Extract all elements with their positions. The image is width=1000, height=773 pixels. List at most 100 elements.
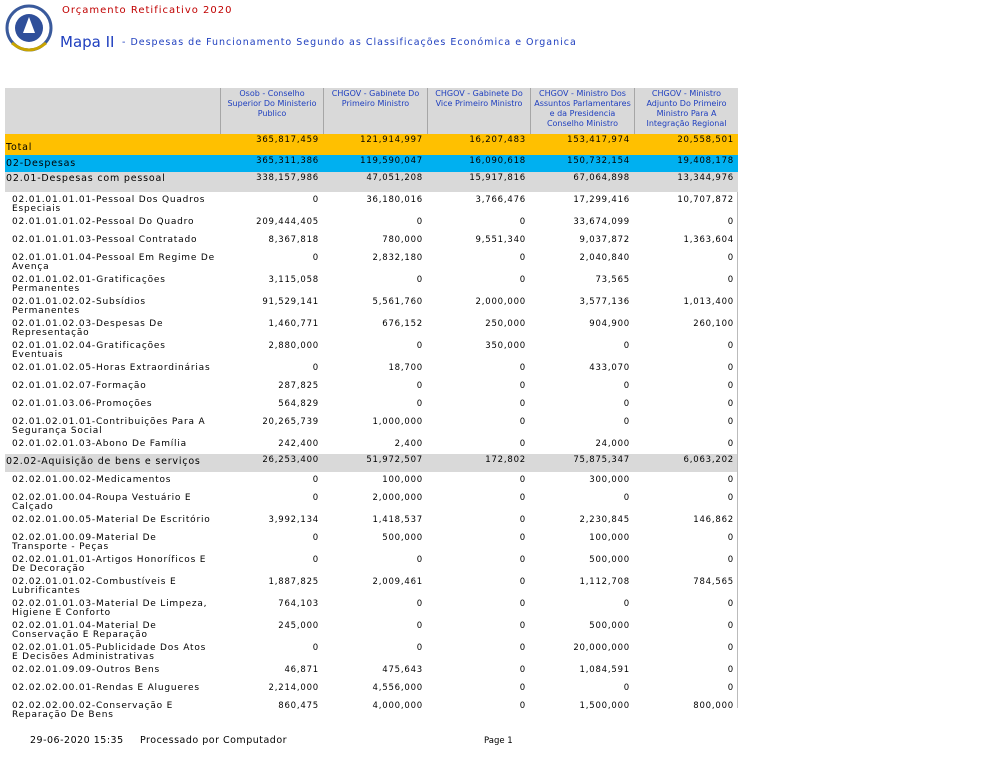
cell-value: 9,037,872 — [579, 235, 630, 245]
cell-value: 0 — [416, 399, 423, 409]
table-row: Total 365,817,459 121,914,997 16,207,483 153… — [5, 134, 738, 155]
cell-value: 13,344,976 — [677, 173, 734, 183]
row-label: 02.01.01.02.07-Formação — [12, 381, 147, 391]
cell-value: 904,900 — [589, 319, 630, 329]
table-row: 02.01.02.01.01-Contribuições Para A Segu… — [5, 414, 738, 436]
cell-value: 500,000 — [382, 533, 423, 543]
cell-value: 784,565 — [693, 577, 734, 587]
table-row: 02.02.01.01.04-Material De Conservação E… — [5, 618, 738, 640]
cell-value: 676,152 — [382, 319, 423, 329]
cell-value: 0 — [519, 555, 526, 565]
row-label: 02.01.01.02.02-Subsídios Permanentes — [12, 297, 146, 316]
cell-value: 365,311,386 — [256, 156, 319, 166]
date: 29-06-2020 15:35 — [30, 735, 124, 746]
column-header: Osob - Conselho Superior Do Ministerio P… — [220, 88, 323, 134]
column-header: CHGOV - Gabinete Do Vice Primeiro Minist… — [427, 88, 530, 134]
table-row: 02.01.01.03.06-Promoções 564,829 0 0 0 0 — [5, 396, 738, 414]
cell-value: 1,460,771 — [268, 319, 319, 329]
row-label: 02.02-Aquisição de bens e serviços — [6, 456, 201, 467]
cell-value: 2,000,000 — [372, 493, 423, 503]
cell-value: 172,802 — [485, 455, 526, 465]
row-label: 02.01.02.01.03-Abono De Família — [12, 439, 187, 449]
cell-value: 0 — [416, 599, 423, 609]
cell-value: 0 — [519, 665, 526, 675]
cell-value: 0 — [727, 341, 734, 351]
cell-value: 0 — [727, 399, 734, 409]
cell-value: 2,880,000 — [268, 341, 319, 351]
cell-value: 500,000 — [589, 555, 630, 565]
column-header: CHGOV - Ministro Adjunto Do Primeiro Min… — [634, 88, 738, 134]
row-label: 02.01.01.01.04-Pessoal Em Regime De Aven… — [12, 253, 215, 272]
cell-value: 1,013,400 — [683, 297, 734, 307]
cell-value: 1,000,000 — [372, 417, 423, 427]
cell-value: 0 — [312, 475, 319, 485]
table-row: 02.01.01.01.04-Pessoal Em Regime De Aven… — [5, 250, 738, 272]
row-label: 02.01.01.02.01-Gratificações Permanentes — [12, 275, 166, 294]
cell-value: 0 — [416, 381, 423, 391]
cell-value: 150,732,154 — [567, 156, 630, 166]
cell-value: 0 — [727, 475, 734, 485]
cell-value: 73,565 — [595, 275, 630, 285]
table-row: 02.02.01.00.02-Medicamentos 0 100,000 0 300,… — [5, 472, 738, 490]
cell-value: 20,558,501 — [677, 135, 734, 145]
table-row: 02.01.01.02.03-Despesas De Representação… — [5, 316, 738, 338]
cell-value: 0 — [727, 217, 734, 227]
cell-value: 500,000 — [589, 621, 630, 631]
cell-value: 0 — [623, 683, 630, 693]
cell-value: 3,992,134 — [268, 515, 319, 525]
cell-value: 564,829 — [278, 399, 319, 409]
row-label: 02.02.01.00.04-Roupa Vestuário E Calçado — [12, 493, 192, 512]
cell-value: 15,917,816 — [469, 173, 526, 183]
cell-value: 100,000 — [382, 475, 423, 485]
cell-value: 0 — [623, 493, 630, 503]
row-label: 02.02.01.01.03-Material De Limpeza, Higi… — [12, 599, 208, 618]
table-row: 02.01-Despesas com pessoal 338,157,986 47,… — [5, 172, 738, 192]
cell-value: 36,180,016 — [366, 195, 423, 205]
cell-value: 1,363,604 — [683, 235, 734, 245]
cell-value: 5,561,760 — [372, 297, 423, 307]
page-number: Page 1 — [484, 736, 513, 746]
column-header: CHGOV - Ministro Dos Assuntos Parlamenta… — [530, 88, 634, 134]
cell-value: 46,871 — [284, 665, 319, 675]
cell-value: 75,875,347 — [573, 455, 630, 465]
header-row: Osob - Conselho Superior Do Ministerio P… — [5, 88, 738, 134]
row-label: 02.01.02.01.01-Contribuições Para A Segu… — [12, 417, 206, 436]
row-label: 02.02.01.01.04-Material De Conservação E… — [12, 621, 157, 640]
cell-value: 0 — [416, 217, 423, 227]
table-row: 02.01.01.02.05-Horas Extraordinárias 0 18,… — [5, 360, 738, 378]
cell-value: 0 — [519, 363, 526, 373]
cell-value: 0 — [312, 493, 319, 503]
row-label: 02-Despesas — [6, 158, 77, 169]
table-row: 02.01.02.01.03-Abono De Família 242,400 2,… — [5, 436, 738, 454]
table-row: 02-Despesas 365,311,386 119,590,047 16,090,… — [5, 155, 738, 172]
row-label: 02.01.01.01.01-Pessoal Dos Quadros Espec… — [12, 195, 206, 214]
column-header: CHGOV - Gabinete Do Primeiro Ministro — [323, 88, 427, 134]
cell-value: 0 — [727, 381, 734, 391]
table-row: 02.02.01.01.02-Combustíveis E Lubrifican… — [5, 574, 738, 596]
cell-value: 0 — [519, 577, 526, 587]
cell-value: 0 — [519, 493, 526, 503]
cell-value: 3,115,058 — [268, 275, 319, 285]
cell-value: 0 — [727, 555, 734, 565]
cell-value: 0 — [312, 533, 319, 543]
table: Osob - Conselho Superior Do Ministerio P… — [5, 88, 738, 720]
cell-value: 1,500,000 — [579, 701, 630, 711]
cell-value: 0 — [312, 195, 319, 205]
cell-value: 0 — [416, 643, 423, 653]
cell-value: 0 — [727, 643, 734, 653]
cell-value: 0 — [519, 515, 526, 525]
cell-value: 2,214,000 — [268, 683, 319, 693]
cell-value: 1,418,537 — [372, 515, 423, 525]
cell-value: 1,112,708 — [579, 577, 630, 587]
cell-value: 0 — [727, 683, 734, 693]
table-row: 02.01.01.02.07-Formação 287,825 0 0 0 0 — [5, 378, 738, 396]
cell-value: 33,674,099 — [573, 217, 630, 227]
cell-value: 764,103 — [278, 599, 319, 609]
cell-value: 121,914,997 — [360, 135, 423, 145]
cell-value: 9,551,340 — [475, 235, 526, 245]
cell-value: 0 — [416, 555, 423, 565]
cell-value: 250,000 — [485, 319, 526, 329]
cell-value: 209,444,405 — [256, 217, 319, 227]
cell-value: 100,000 — [589, 533, 630, 543]
cell-value: 0 — [727, 493, 734, 503]
